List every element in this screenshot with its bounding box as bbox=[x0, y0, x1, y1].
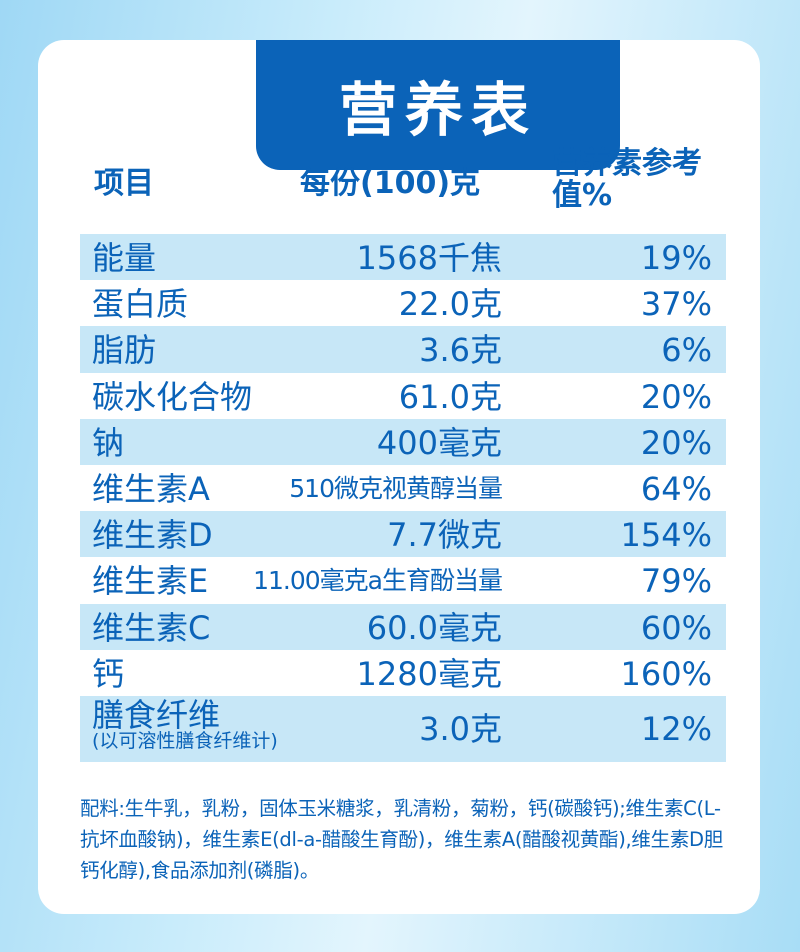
nutrient-name: 维生素A bbox=[92, 469, 210, 508]
nutrient-name: 钙 bbox=[92, 654, 125, 693]
header-item: 项目 bbox=[94, 166, 154, 201]
nutrient-name: 脂肪 bbox=[92, 331, 157, 370]
nutrient-amount: 400毫克 bbox=[376, 423, 502, 462]
table-row: 维生素A 510微克视黄醇当量 64% bbox=[80, 465, 726, 511]
nutrient-nrv: 37% bbox=[640, 285, 712, 324]
page-title: 营养表 bbox=[256, 40, 620, 170]
nutrient-nrv: 64% bbox=[640, 469, 712, 508]
nutrient-name: 钠 bbox=[92, 423, 125, 462]
nutrient-name: 碳水化合物 bbox=[92, 377, 253, 416]
nutrient-amount: 22.0克 bbox=[398, 285, 502, 324]
header-per-serving: 每份(100)克 bbox=[300, 166, 481, 201]
nutrient-amount: 1568千焦 bbox=[356, 239, 502, 277]
nutrient-name: 维生素C bbox=[92, 608, 211, 647]
nutrient-amount: 3.6克 bbox=[419, 331, 502, 370]
nutrient-name: 维生素D bbox=[92, 516, 213, 555]
nutrient-name: 能量 bbox=[92, 239, 157, 277]
nutrient-amount: 11.00毫克a生育酚当量 bbox=[253, 566, 503, 596]
table-row: 钠 400毫克 20% bbox=[80, 418, 726, 465]
nutrient-amount: 60.0毫克 bbox=[366, 608, 502, 647]
nutrient-nrv: 160% bbox=[620, 654, 712, 693]
nutrient-nrv: 19% bbox=[640, 239, 712, 277]
nutrient-nrv: 79% bbox=[640, 562, 712, 601]
table-row: 膳食纤维 (以可溶性膳食纤维计) 3.0克 12% bbox=[80, 695, 726, 762]
nutrient-nrv: 12% bbox=[640, 709, 712, 748]
table-row: 维生素D 7.7微克 154% bbox=[80, 511, 726, 558]
nutrient-name: 维生素E bbox=[92, 562, 209, 601]
nutrient-amount: 61.0克 bbox=[398, 377, 502, 416]
nutrient-nrv: 60% bbox=[640, 608, 712, 647]
table-row: 钙 1280毫克 160% bbox=[80, 650, 726, 696]
nutrient-nrv: 6% bbox=[661, 331, 712, 370]
nutrient-amount: 1280毫克 bbox=[356, 654, 502, 693]
header-nrv: 营养素参考值% bbox=[552, 146, 702, 213]
nutrient-note: (以可溶性膳食纤维计) bbox=[92, 729, 278, 752]
ingredients-text: 配料:生牛乳，乳粉，固体玉米糖浆，乳清粉，菊粉，钙(碳酸钙);维生素C(L-抗坏… bbox=[80, 797, 723, 882]
nutrient-nrv: 154% bbox=[620, 516, 712, 555]
nutrient-amount: 3.0克 bbox=[419, 709, 502, 748]
table-row: 碳水化合物 61.0克 20% bbox=[80, 373, 726, 419]
table-row: 脂肪 3.6克 6% bbox=[80, 326, 726, 373]
table-row: 蛋白质 22.0克 37% bbox=[80, 280, 726, 326]
table-row: 能量 1568千焦 19% bbox=[80, 234, 726, 281]
nutrition-table: 能量 1568千焦 19% 蛋白质 22.0克 37% 脂肪 3.6克 6% 碳… bbox=[80, 234, 726, 762]
table-row: 维生素C 60.0毫克 60% bbox=[80, 603, 726, 650]
nutrient-name-group: 膳食纤维 (以可溶性膳食纤维计) bbox=[92, 699, 278, 752]
nutrition-card: 营养表 bbox=[38, 40, 760, 914]
nutrient-amount: 510微克视黄醇当量 bbox=[289, 473, 503, 503]
nutrient-nrv: 20% bbox=[640, 423, 712, 462]
nutrient-name: 膳食纤维 bbox=[92, 695, 221, 734]
nutrient-name: 蛋白质 bbox=[92, 285, 189, 324]
nutrient-amount: 7.7微克 bbox=[387, 516, 502, 555]
table-row: 维生素E 11.00毫克a生育酚当量 79% bbox=[80, 557, 726, 603]
nutrient-nrv: 20% bbox=[640, 377, 712, 416]
